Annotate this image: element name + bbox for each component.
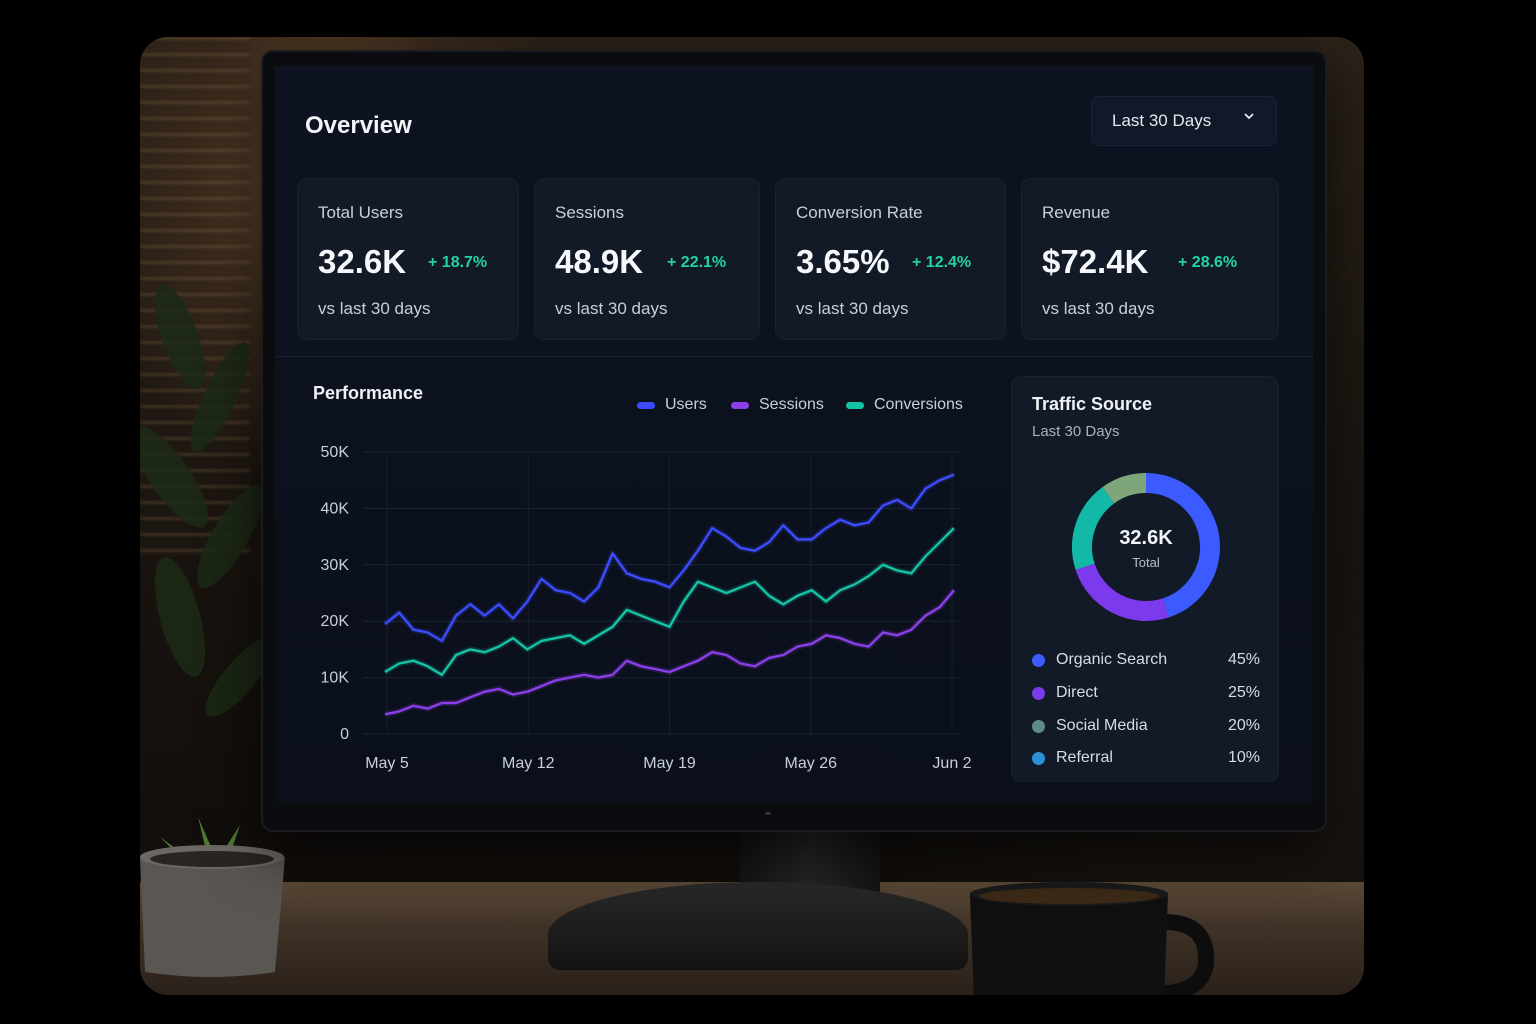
kpi-delta: + 22.1% bbox=[667, 254, 727, 271]
potted-succulent bbox=[140, 817, 285, 977]
legend-swatch-users bbox=[637, 401, 655, 409]
legend-swatch-sessions bbox=[731, 401, 749, 409]
traffic-source-subtitle: Last 30 Days bbox=[1032, 423, 1120, 440]
kpi-card-sessions[interactable]: Sessions 48.9K + 22.1% vs last 30 days bbox=[534, 178, 760, 340]
traffic-row-direct[interactable]: Direct 25% bbox=[1032, 682, 1260, 706]
monitor-base bbox=[548, 882, 968, 970]
legend-label-conversions: Conversions bbox=[874, 396, 963, 413]
legend-dot bbox=[1032, 654, 1045, 667]
series-line-sessions[interactable] bbox=[384, 589, 955, 716]
legend-swatch-conversions bbox=[846, 401, 864, 409]
source-name: Organic Search bbox=[1056, 651, 1168, 668]
kpi-subtext: vs last 30 days bbox=[1042, 299, 1155, 318]
section-divider bbox=[275, 356, 1313, 357]
kpi-subtext: vs last 30 days bbox=[796, 299, 909, 318]
series-line-conversions[interactable] bbox=[384, 527, 955, 677]
source-percent: 25% bbox=[1227, 684, 1260, 701]
x-tick-label: May 26 bbox=[785, 755, 838, 772]
kpi-delta: + 18.7% bbox=[428, 254, 488, 271]
kpi-delta: + 12.4% bbox=[912, 254, 972, 271]
dashboard-screen: Overview Last 30 Days Total Users 32.6K … bbox=[275, 66, 1313, 802]
legend-conversions: Conversions bbox=[846, 396, 963, 414]
performance-title: Performance bbox=[313, 383, 424, 403]
y-tick-label: 30K bbox=[321, 557, 350, 574]
date-range-dropdown[interactable]: Last 30 Days bbox=[1091, 96, 1277, 146]
source-percent: 20% bbox=[1227, 717, 1260, 734]
donut-slice-organic-search[interactable] bbox=[1145, 473, 1220, 618]
legend-dot bbox=[1032, 687, 1045, 700]
legend-sessions: Sessions bbox=[731, 396, 824, 414]
traffic-source-card: Traffic Source Last 30 Days 32.6K Total … bbox=[1011, 376, 1279, 782]
kpi-card-total-users[interactable]: Total Users 32.6K + 18.7% vs last 30 day… bbox=[297, 178, 519, 340]
legend-dot bbox=[1032, 752, 1045, 765]
chevron-down-icon bbox=[1244, 113, 1254, 120]
source-name: Social Media bbox=[1056, 717, 1148, 734]
coffee-mug bbox=[970, 882, 1215, 995]
kpi-label: Total Users bbox=[318, 203, 404, 222]
performance-line-chart[interactable]: 0 10K 20K 30K 40K 50K May 5 May 12 May 19 May 26 J… bbox=[295, 436, 995, 776]
donut-center-label: Total bbox=[1132, 555, 1160, 570]
y-tick-label: 0 bbox=[340, 726, 349, 743]
traffic-donut-chart[interactable] bbox=[1068, 469, 1224, 625]
source-percent: 45% bbox=[1227, 651, 1260, 668]
kpi-card-conversion-rate[interactable]: Conversion Rate 3.65% + 12.4% vs last 30… bbox=[775, 178, 1006, 340]
date-range-label: Last 30 Days bbox=[1112, 111, 1212, 130]
source-percent: 10% bbox=[1227, 749, 1260, 766]
background-plant bbox=[140, 284, 275, 717]
kpi-card-revenue[interactable]: Revenue $72.4K + 28.6% vs last 30 days bbox=[1021, 178, 1279, 340]
x-tick-label: May 19 bbox=[643, 755, 696, 772]
source-name: Referral bbox=[1056, 749, 1113, 766]
kpi-value: 48.9K bbox=[555, 243, 644, 280]
page-title: Overview bbox=[305, 112, 412, 139]
kpi-label: Sessions bbox=[555, 203, 624, 222]
donut-center-value: 32.6K bbox=[1119, 527, 1173, 549]
kpi-delta: + 28.6% bbox=[1178, 254, 1238, 271]
kpi-label: Revenue bbox=[1042, 203, 1111, 222]
series-line-users[interactable] bbox=[384, 473, 955, 643]
y-tick-label: 50K bbox=[321, 444, 350, 461]
donut-slice-social-media[interactable] bbox=[1072, 487, 1115, 570]
legend-label-sessions: Sessions bbox=[759, 396, 824, 413]
x-tick-label: May 5 bbox=[365, 755, 409, 772]
kpi-value: 3.65% bbox=[796, 243, 890, 280]
donut-slice-direct[interactable] bbox=[1075, 563, 1169, 621]
kpi-value: 32.6K bbox=[318, 243, 407, 280]
monitor-logo: ▬ bbox=[765, 810, 771, 817]
kpi-subtext: vs last 30 days bbox=[318, 299, 431, 318]
kpi-value: $72.4K bbox=[1042, 243, 1149, 280]
y-tick-label: 10K bbox=[321, 670, 350, 687]
kpi-subtext: vs last 30 days bbox=[555, 299, 668, 318]
kpi-label: Conversion Rate bbox=[796, 203, 923, 222]
donut-slice-referral[interactable] bbox=[1102, 473, 1147, 504]
x-tick-label: Jun 2 bbox=[932, 755, 971, 772]
legend-dot bbox=[1032, 720, 1045, 733]
traffic-source-title: Traffic Source bbox=[1032, 394, 1153, 414]
traffic-row-organic-search[interactable]: Organic Search 45% bbox=[1032, 649, 1260, 673]
traffic-row-social-media[interactable]: Social Media 20% bbox=[1032, 715, 1260, 739]
x-tick-label: May 12 bbox=[502, 755, 555, 772]
source-name: Direct bbox=[1056, 684, 1098, 701]
y-tick-label: 40K bbox=[321, 500, 350, 517]
traffic-row-referral[interactable]: Referral 10% bbox=[1032, 747, 1260, 771]
y-tick-label: 20K bbox=[321, 613, 350, 630]
legend-label-users: Users bbox=[665, 396, 707, 413]
legend-users: Users bbox=[637, 396, 707, 414]
